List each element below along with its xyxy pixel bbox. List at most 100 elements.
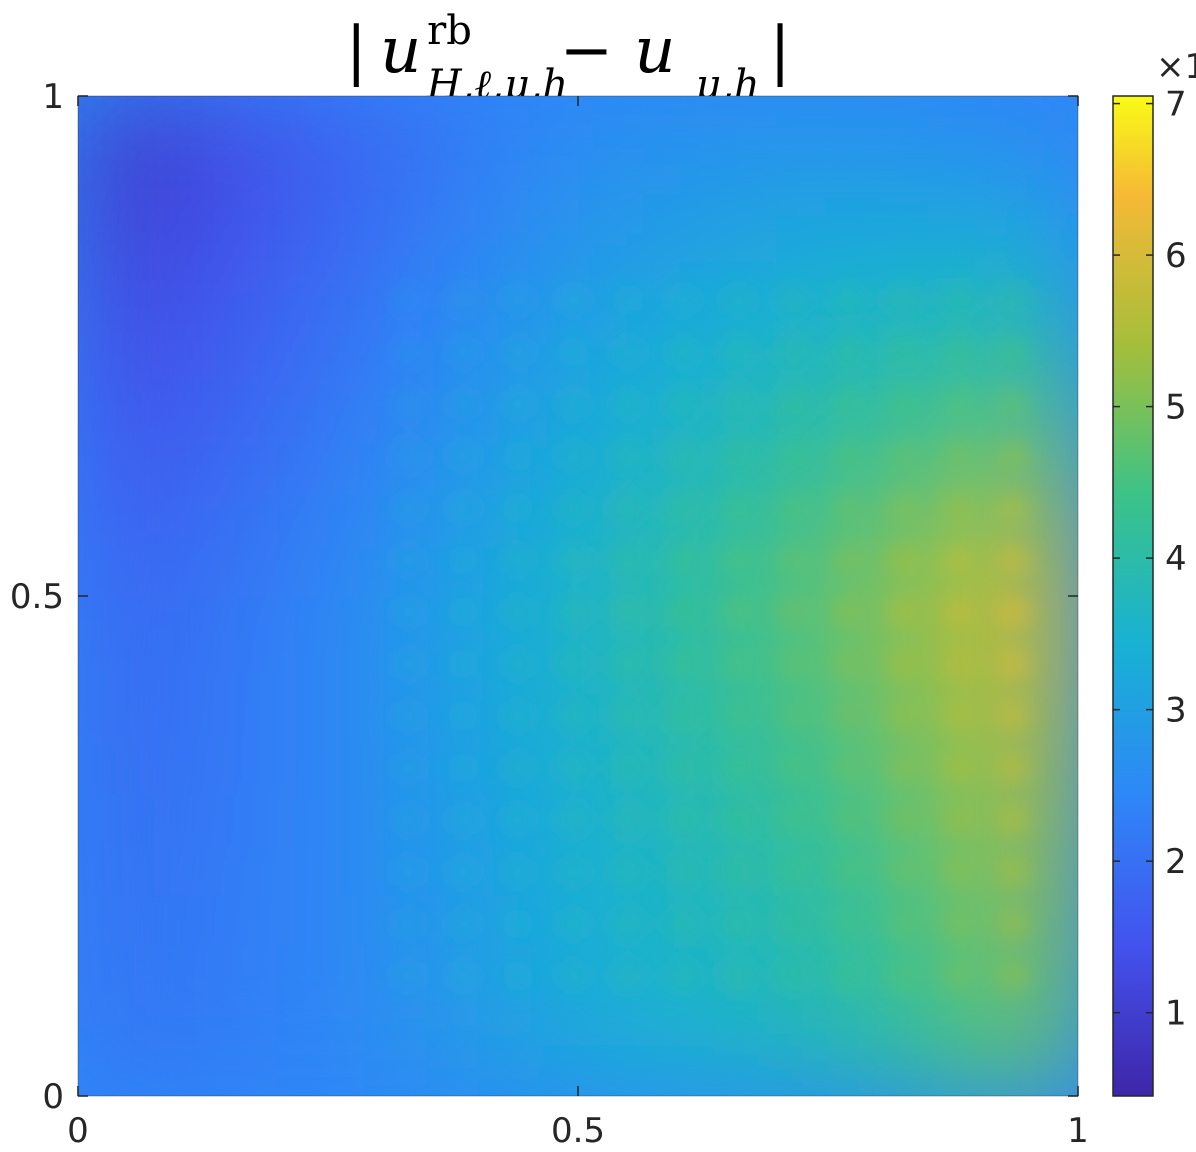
heatmap-cell bbox=[727, 195, 779, 247]
heatmap-cell bbox=[527, 96, 579, 147]
heatmap-cell bbox=[177, 695, 229, 747]
heatmap-mesh-cell bbox=[502, 545, 534, 575]
heatmap-mesh-cell bbox=[832, 753, 864, 783]
heatmap-mesh-cell bbox=[557, 545, 589, 575]
heatmap-cell bbox=[377, 1045, 429, 1096]
heatmap-mesh-cell bbox=[777, 389, 809, 419]
heatmap-mesh-cell bbox=[447, 805, 479, 835]
heatmap-cell bbox=[327, 795, 379, 847]
heatmap-cell bbox=[327, 295, 379, 347]
heatmap-cell bbox=[127, 595, 179, 647]
heatmap-mesh-cell bbox=[667, 545, 699, 575]
x-axis: 0 0.5 1 bbox=[67, 96, 1089, 1151]
heatmap-cell bbox=[78, 195, 129, 247]
heatmap-mesh-cell bbox=[832, 909, 864, 939]
heatmap-mesh-cell bbox=[557, 857, 589, 887]
heatmap-mesh-cell bbox=[887, 909, 919, 939]
heatmap-cell bbox=[177, 895, 229, 947]
heatmap-cell bbox=[177, 745, 229, 797]
heatmap-cell bbox=[677, 195, 729, 247]
heatmap-cell bbox=[227, 645, 279, 697]
heatmap-mesh-cell bbox=[392, 805, 424, 835]
heatmap-cell bbox=[927, 96, 979, 147]
heatmap-cell bbox=[327, 545, 379, 597]
heatmap-mesh-cell bbox=[832, 649, 864, 679]
heatmap-mesh-cell bbox=[832, 337, 864, 367]
heatmap-cell bbox=[127, 895, 179, 947]
heatmap-mesh-cell bbox=[392, 389, 424, 419]
heatmap-cell bbox=[677, 96, 729, 147]
heatmap-cell bbox=[78, 695, 129, 747]
heatmap-cell bbox=[177, 995, 229, 1047]
heatmap-mesh-cell bbox=[667, 441, 699, 471]
heatmap-mesh-cell bbox=[392, 649, 424, 679]
heatmap-mesh-cell bbox=[832, 805, 864, 835]
title-base: u bbox=[380, 14, 421, 88]
heatmap-mesh-cell bbox=[887, 545, 919, 575]
heatmap-cell bbox=[727, 96, 779, 147]
y-tick-label: 1 bbox=[42, 77, 64, 117]
heatmap-mesh-cell bbox=[557, 805, 589, 835]
heatmap-cell bbox=[127, 145, 179, 197]
heatmap-mesh-cell bbox=[502, 909, 534, 939]
heatmap-mesh-cell bbox=[667, 285, 699, 315]
heatmap-mesh-cell bbox=[942, 389, 974, 419]
colorbar-tick-label: 6 bbox=[1165, 236, 1187, 276]
heatmap-cell bbox=[127, 645, 179, 697]
heatmap-surface bbox=[78, 96, 1078, 1096]
heatmap-mesh-cell bbox=[887, 961, 919, 991]
heatmap-cell bbox=[327, 745, 379, 797]
heatmap-cell bbox=[1027, 895, 1078, 947]
heatmap-cell bbox=[1027, 745, 1078, 797]
heatmap-cell bbox=[227, 395, 279, 447]
heatmap-mesh-cell bbox=[667, 805, 699, 835]
heatmap-cell bbox=[78, 995, 129, 1047]
heatmap-mesh-cell bbox=[942, 857, 974, 887]
heatmap-mesh-cell bbox=[667, 857, 699, 887]
heatmap-mesh-cell bbox=[502, 337, 534, 367]
heatmap-cell bbox=[277, 595, 329, 647]
heatmap-cell bbox=[227, 745, 279, 797]
heatmap-mesh-cell bbox=[392, 909, 424, 939]
heatmap-cell bbox=[827, 1045, 879, 1096]
heatmap-cell bbox=[78, 395, 129, 447]
heatmap-cell bbox=[927, 1045, 979, 1096]
heatmap-mesh-cell bbox=[997, 545, 1029, 575]
heatmap-cell bbox=[1027, 945, 1078, 997]
title-open-bar: | bbox=[346, 14, 368, 88]
heatmap-mesh-cell bbox=[942, 805, 974, 835]
heatmap-cell bbox=[78, 845, 129, 897]
heatmap-cell bbox=[827, 145, 879, 197]
heatmap-mesh-cell bbox=[722, 857, 754, 887]
heatmap-cell bbox=[627, 1045, 679, 1096]
heatmap-cell bbox=[327, 195, 379, 247]
heatmap-mesh-cell bbox=[612, 389, 644, 419]
heatmap-mesh-cell bbox=[942, 285, 974, 315]
heatmap-mesh-cell bbox=[997, 649, 1029, 679]
heatmap-mesh-cell bbox=[612, 857, 644, 887]
heatmap-cell bbox=[277, 295, 329, 347]
heatmap-mesh-cell bbox=[392, 337, 424, 367]
heatmap-cell bbox=[1027, 245, 1078, 297]
heatmap-cell bbox=[727, 145, 779, 197]
heatmap-mesh-cell bbox=[502, 285, 534, 315]
heatmap-mesh-cell bbox=[722, 545, 754, 575]
heatmap-mesh-cell bbox=[722, 753, 754, 783]
colorbar: 1 2 3 4 5 6 7 ×1 bbox=[1112, 47, 1196, 1097]
heatmap-mesh-cell bbox=[722, 597, 754, 627]
heatmap-cell bbox=[377, 195, 429, 247]
heatmap-mesh-cell bbox=[392, 493, 424, 523]
heatmap-cell bbox=[177, 1045, 229, 1096]
heatmap-cell bbox=[827, 995, 879, 1047]
heatmap-cell bbox=[177, 195, 229, 247]
heatmap-cell bbox=[1027, 845, 1078, 897]
heatmap-cell bbox=[327, 495, 379, 547]
heatmap-cell bbox=[78, 895, 129, 947]
heatmap-mesh-cell bbox=[887, 285, 919, 315]
heatmap-cell bbox=[78, 645, 129, 697]
heatmap-cell bbox=[877, 145, 929, 197]
heatmap-cell bbox=[1027, 295, 1078, 347]
heatmap-mesh-cell bbox=[557, 493, 589, 523]
heatmap-mesh-cell bbox=[502, 701, 534, 731]
heatmap-cell bbox=[327, 645, 379, 697]
